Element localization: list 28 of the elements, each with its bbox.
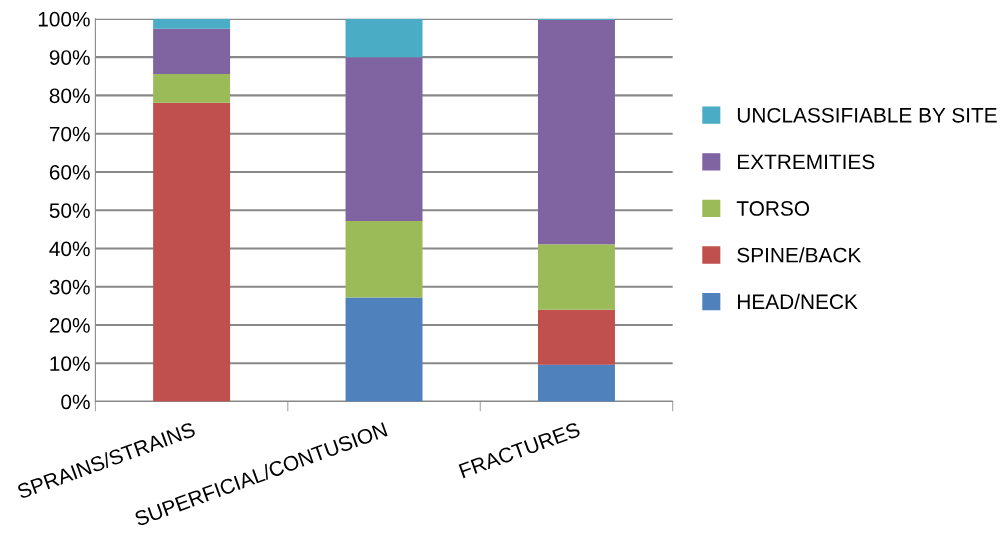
bar [345, 297, 423, 402]
y-tick-label: 90% [49, 50, 90, 65]
bar [345, 220, 423, 298]
y-tick-label: 10% [50, 356, 90, 372]
legend-label: TORSO [736, 201, 810, 216]
bar [537, 309, 615, 365]
legend-label: EXTREMITIES [738, 154, 875, 170]
legend-label: UNCLASSIFIABLE BY SITE [737, 107, 997, 123]
legend-label: SPINE/BACK [737, 247, 862, 263]
bar [153, 28, 231, 74]
bar [537, 244, 615, 310]
y-tick-label: 60% [49, 164, 90, 180]
y-tick-label: 70% [49, 126, 90, 142]
y-tick-label: 20% [49, 318, 90, 333]
y-tick-label: 50% [49, 203, 90, 218]
bar [153, 102, 231, 402]
y-tick-label: 40% [49, 241, 90, 257]
bar [153, 73, 231, 103]
y-tick-label: 0% [61, 394, 90, 410]
bar [345, 18, 423, 58]
bar [537, 20, 615, 245]
y-tick-label: 30% [49, 279, 90, 295]
bar [153, 18, 231, 29]
y-tick-label: 100% [38, 11, 90, 27]
bar [537, 364, 615, 402]
y-tick-label: 80% [49, 88, 90, 104]
legend-label: HEAD/NECK [738, 293, 858, 310]
bar [345, 57, 423, 221]
